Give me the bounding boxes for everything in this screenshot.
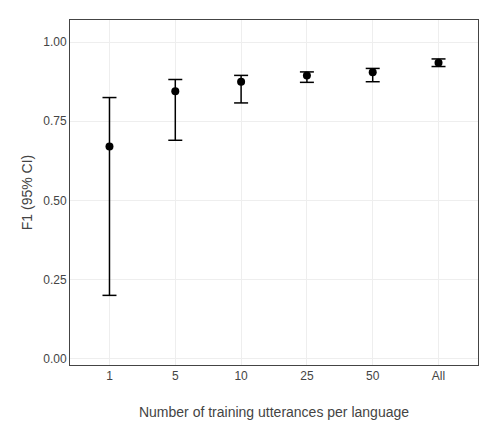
svg-text:5: 5	[172, 369, 179, 383]
svg-text:0.75: 0.75	[43, 114, 67, 128]
svg-text:10: 10	[234, 369, 248, 383]
svg-text:0.25: 0.25	[43, 273, 67, 287]
svg-text:50: 50	[366, 369, 380, 383]
svg-text:All: All	[432, 369, 445, 383]
svg-text:F1 (95% CI): F1 (95% CI)	[19, 155, 35, 230]
svg-text:0.50: 0.50	[43, 194, 67, 208]
svg-text:0.00: 0.00	[43, 352, 67, 366]
svg-text:1.00: 1.00	[43, 35, 67, 49]
svg-text:25: 25	[300, 369, 314, 383]
svg-text:1: 1	[106, 369, 113, 383]
svg-text:Number of training utterances: Number of training utterances per langua…	[139, 404, 409, 420]
